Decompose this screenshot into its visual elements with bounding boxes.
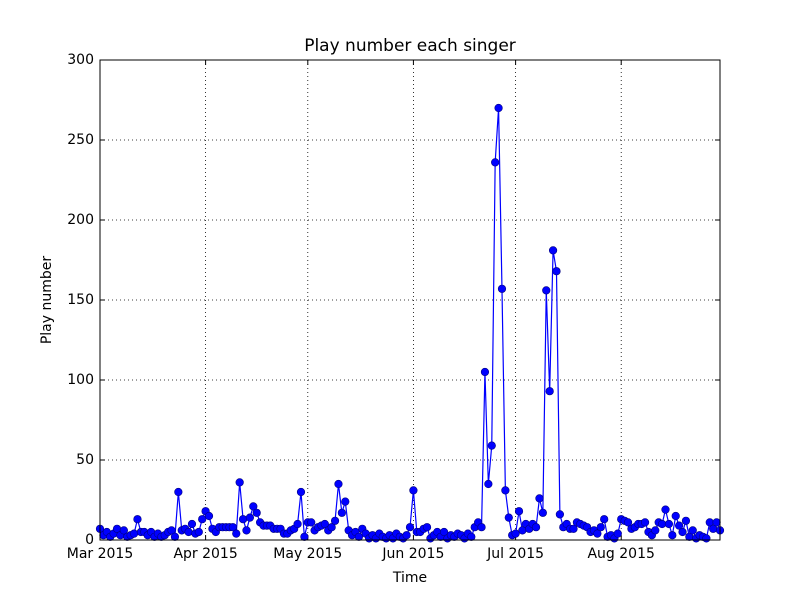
data-point xyxy=(119,526,128,535)
data-point xyxy=(334,479,343,489)
data-point xyxy=(170,532,180,541)
data-point xyxy=(252,508,261,517)
data-point xyxy=(194,527,203,537)
data-point xyxy=(548,246,558,255)
data-point xyxy=(675,521,684,530)
data-point xyxy=(228,523,237,532)
data-point xyxy=(511,529,520,538)
data-line xyxy=(99,107,721,540)
data-point xyxy=(545,387,554,396)
data-point xyxy=(678,527,687,537)
data-point xyxy=(497,284,507,293)
data-point xyxy=(681,516,691,525)
data-point xyxy=(491,158,500,167)
data-point xyxy=(422,523,432,532)
data-point xyxy=(542,286,551,295)
data-point xyxy=(480,367,490,377)
data-point xyxy=(235,478,244,487)
data-point xyxy=(245,513,254,522)
y-tick-label: 150 xyxy=(67,292,94,308)
data-point xyxy=(664,519,674,529)
data-point xyxy=(133,515,142,524)
data-point xyxy=(640,518,650,527)
data-point xyxy=(341,497,350,506)
data-point xyxy=(504,513,513,522)
data-point xyxy=(600,515,609,524)
y-tick-label: 250 xyxy=(67,132,94,148)
data-point xyxy=(494,103,503,113)
data-point xyxy=(187,519,197,529)
y-tick-label: 200 xyxy=(67,212,94,228)
data-point xyxy=(535,494,544,503)
data-point xyxy=(167,526,176,535)
data-point xyxy=(293,519,302,529)
y-tick-label: 50 xyxy=(76,452,94,468)
data-point xyxy=(613,529,622,538)
y-tick-label: 100 xyxy=(67,372,94,388)
x-axis-label: Time xyxy=(392,570,427,586)
data-point xyxy=(552,267,561,276)
data-point xyxy=(668,531,677,540)
data-point xyxy=(320,519,329,529)
data-point xyxy=(337,508,346,517)
data-point xyxy=(657,519,667,529)
data-point xyxy=(702,534,711,543)
y-tick-label: 300 xyxy=(67,52,94,68)
plot-frame xyxy=(99,59,721,541)
data-point xyxy=(174,487,183,497)
data-point xyxy=(198,515,207,524)
data-point xyxy=(242,526,251,535)
data-point xyxy=(402,531,411,540)
y-axis-label: Play number xyxy=(39,256,55,345)
data-point xyxy=(531,523,541,532)
data-point xyxy=(555,510,564,519)
data-point xyxy=(487,441,496,450)
data-point xyxy=(184,527,193,537)
data-point xyxy=(204,511,214,521)
data-point xyxy=(538,508,547,517)
data-point xyxy=(623,518,633,527)
data-point xyxy=(354,532,364,541)
x-tick-label: May 2015 xyxy=(273,546,342,562)
chart-title: Play number each singer xyxy=(304,36,516,56)
data-point xyxy=(651,526,660,535)
data-point xyxy=(569,524,578,533)
y-tick-label: 0 xyxy=(85,532,94,548)
data-point xyxy=(300,532,309,541)
x-tick-label: Apr 2015 xyxy=(173,546,237,562)
data-point xyxy=(439,527,449,537)
data-point xyxy=(129,529,139,538)
data-point xyxy=(249,502,258,511)
x-tick-label: Aug 2015 xyxy=(587,546,654,562)
data-point xyxy=(484,479,493,489)
x-tick-label: Jul 2015 xyxy=(486,546,544,562)
data-point xyxy=(238,515,248,524)
data-point xyxy=(514,507,524,516)
data-point xyxy=(409,486,418,495)
data-point xyxy=(232,529,241,538)
data-point xyxy=(296,487,306,497)
data-point xyxy=(307,518,316,527)
data-point xyxy=(688,526,697,535)
data-point xyxy=(405,523,415,532)
data-point xyxy=(661,505,670,514)
data-point xyxy=(501,486,510,495)
data-point xyxy=(596,523,605,532)
data-point xyxy=(330,516,340,525)
data-point xyxy=(467,532,476,541)
data-point xyxy=(477,523,486,532)
data-point xyxy=(327,523,336,532)
data-point xyxy=(671,511,680,521)
data-point xyxy=(712,518,721,527)
data-point xyxy=(593,529,602,538)
x-tick-label: Mar 2015 xyxy=(67,546,134,562)
x-tick-label: Jun 2015 xyxy=(381,546,444,562)
